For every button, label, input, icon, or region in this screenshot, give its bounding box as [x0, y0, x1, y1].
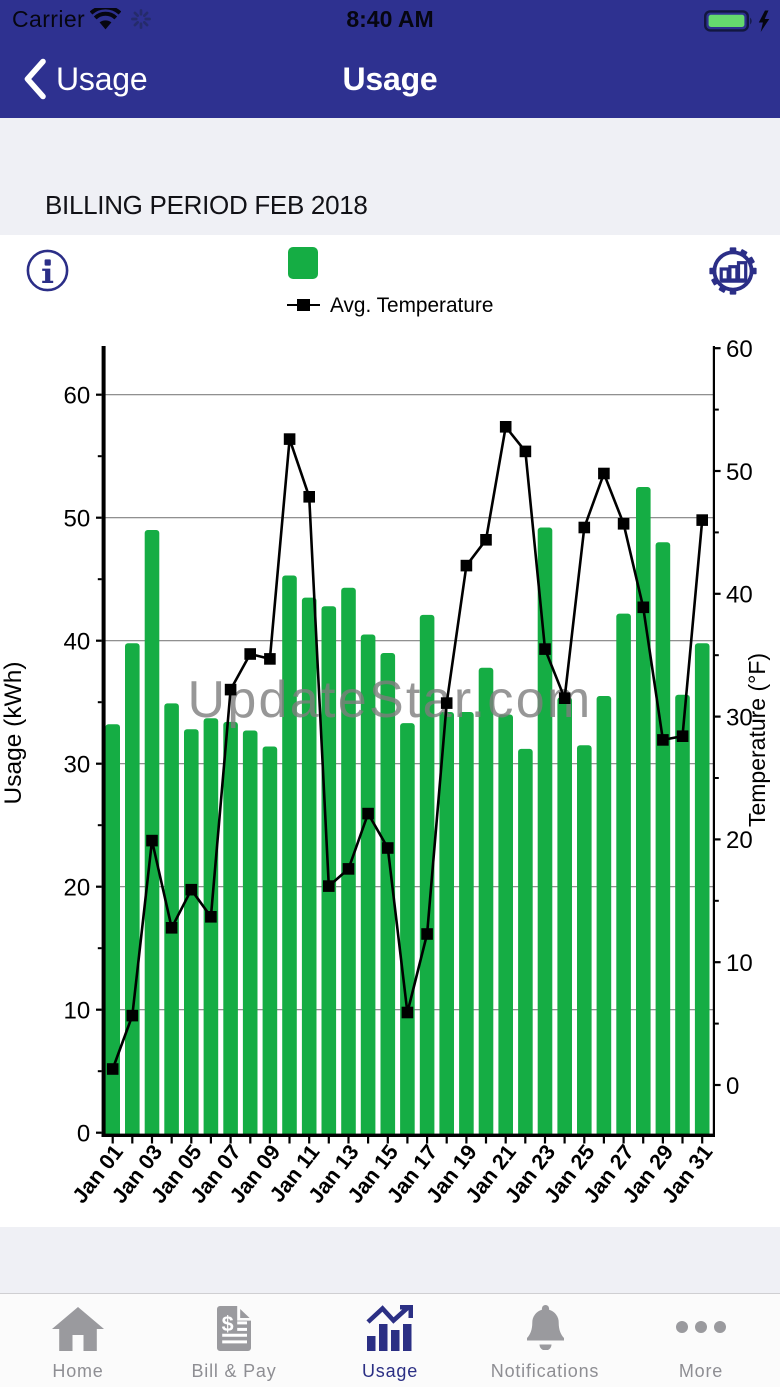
- svg-text:60: 60: [726, 336, 753, 363]
- svg-text:$: $: [222, 1312, 234, 1336]
- svg-text:50: 50: [63, 506, 90, 533]
- svg-text:0: 0: [77, 1121, 90, 1148]
- svg-text:Usage (kWh): Usage (kWh): [0, 662, 27, 805]
- svg-text:10: 10: [726, 950, 753, 977]
- svg-text:40: 40: [726, 582, 753, 609]
- svg-text:60: 60: [63, 383, 90, 410]
- svg-text:0: 0: [726, 1073, 739, 1100]
- svg-text:30: 30: [726, 704, 753, 731]
- svg-text:10: 10: [63, 998, 90, 1025]
- svg-text:Temperature (°F): Temperature (°F): [744, 653, 770, 827]
- svg-text:UpdateStar.com: UpdateStar.com: [187, 671, 592, 729]
- svg-text:20: 20: [726, 827, 753, 854]
- svg-text:20: 20: [63, 875, 90, 902]
- svg-text:30: 30: [63, 752, 90, 779]
- svg-text:50: 50: [726, 459, 753, 486]
- svg-text:40: 40: [63, 629, 90, 656]
